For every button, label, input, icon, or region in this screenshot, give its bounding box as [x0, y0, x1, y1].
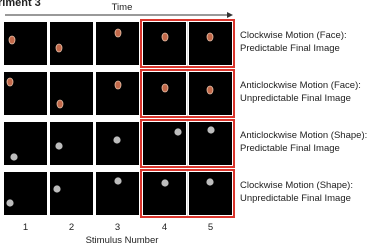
condition-label: Anticlockwise Motion (Face): [240, 80, 361, 91]
stimulus-frame [143, 122, 186, 165]
shape-stimulus [113, 136, 120, 143]
shape-stimulus [206, 178, 213, 185]
stimulus-number: 1 [23, 222, 28, 233]
face-stimulus [207, 33, 213, 41]
stimulus-frame [4, 122, 47, 165]
stimulus-frame [143, 22, 186, 65]
face-stimulus [162, 33, 168, 41]
shape-stimulus [161, 179, 168, 186]
stimulus-frame [50, 22, 93, 65]
stimulus-number: 3 [115, 222, 120, 233]
face-stimulus [115, 81, 121, 89]
shape-stimulus [6, 199, 13, 206]
figure: riment 3 Time Stimulus Number Clockwise … [0, 0, 375, 247]
condition-label: Clockwise Motion (Shape): [240, 180, 353, 191]
stimulus-frame [143, 72, 186, 115]
stimulus-frame [96, 72, 139, 115]
shape-stimulus [207, 126, 214, 133]
time-label: Time [112, 2, 133, 13]
face-stimulus [7, 78, 13, 86]
face-stimulus [115, 29, 121, 37]
face-stimulus [9, 36, 15, 44]
x-label: Stimulus Number [86, 235, 159, 246]
stimulus-frame [96, 22, 139, 65]
shape-stimulus [53, 185, 60, 192]
stimulus-number: 5 [208, 222, 213, 233]
stimulus-grid [4, 20, 234, 217]
stimulus-frame [189, 22, 232, 65]
condition-label: Anticlockwise Motion (Shape): [240, 130, 367, 141]
shape-stimulus [114, 177, 121, 184]
condition-label: Unpredictable Final Image [240, 193, 351, 204]
face-stimulus [207, 86, 213, 94]
face-stimulus [57, 100, 63, 108]
stimulus-frame [4, 172, 47, 215]
shape-stimulus [174, 128, 181, 135]
condition-label: Predictable Final Image [240, 143, 340, 154]
face-stimulus [56, 44, 62, 52]
condition-label: Unpredictable Final Image [240, 93, 351, 104]
stimulus-frame [50, 172, 93, 215]
shape-stimulus [10, 153, 17, 160]
shape-stimulus [55, 142, 62, 149]
stimulus-number: 4 [162, 222, 167, 233]
condition-label: Clockwise Motion (Face): [240, 30, 347, 41]
stimulus-number: 2 [69, 222, 74, 233]
face-stimulus [162, 84, 168, 92]
stimulus-frame [143, 172, 186, 215]
condition-label: Predictable Final Image [240, 43, 340, 54]
stimulus-frame [50, 72, 93, 115]
figure-title: riment 3 [0, 0, 41, 9]
